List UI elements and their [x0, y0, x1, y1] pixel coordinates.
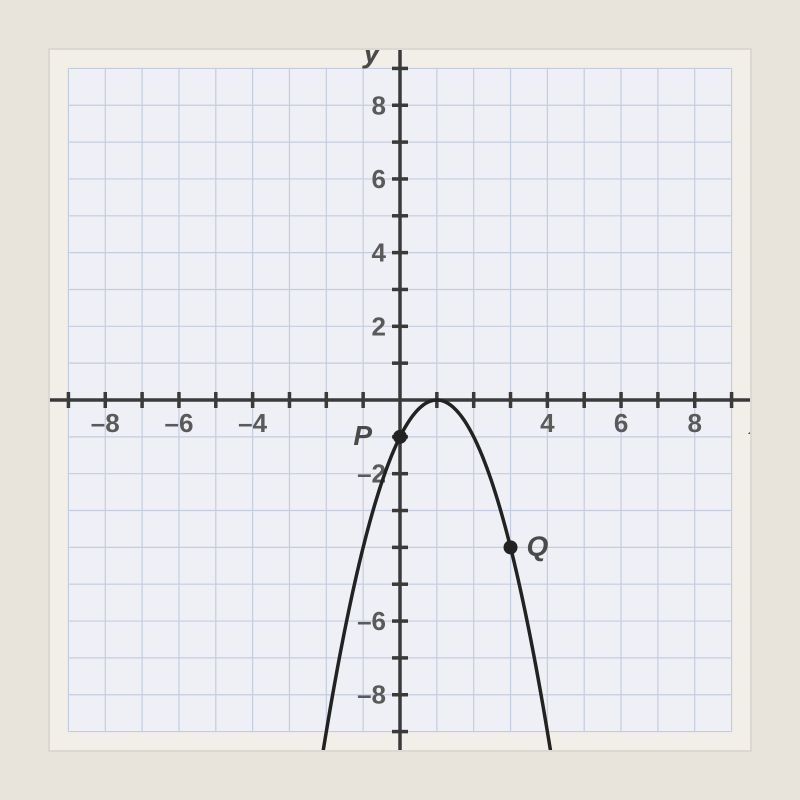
y-tick-label: 2: [372, 311, 386, 341]
coordinate-plane-chart: –8–6–44682468–2–6–8yxPQ: [50, 50, 750, 750]
point-label-p: P: [353, 420, 372, 451]
x-tick-label: 6: [614, 408, 628, 438]
point-p: [393, 430, 407, 444]
point-label-q: Q: [527, 530, 549, 561]
x-axis-label: x: [747, 408, 750, 441]
y-tick-label: 8: [372, 90, 386, 120]
y-tick-label: 6: [372, 164, 386, 194]
y-axis-label: y: [361, 50, 381, 69]
y-tick-label: 4: [372, 238, 387, 268]
x-tick-label: –6: [164, 408, 193, 438]
x-tick-label: –8: [91, 408, 120, 438]
x-tick-label: 4: [540, 408, 555, 438]
chart-svg: –8–6–44682468–2–6–8yxPQ: [50, 50, 750, 750]
x-tick-label: –4: [238, 408, 267, 438]
y-tick-label: –6: [357, 606, 386, 636]
point-q: [504, 540, 518, 554]
x-tick-label: 8: [688, 408, 702, 438]
y-tick-label: –8: [357, 680, 386, 710]
